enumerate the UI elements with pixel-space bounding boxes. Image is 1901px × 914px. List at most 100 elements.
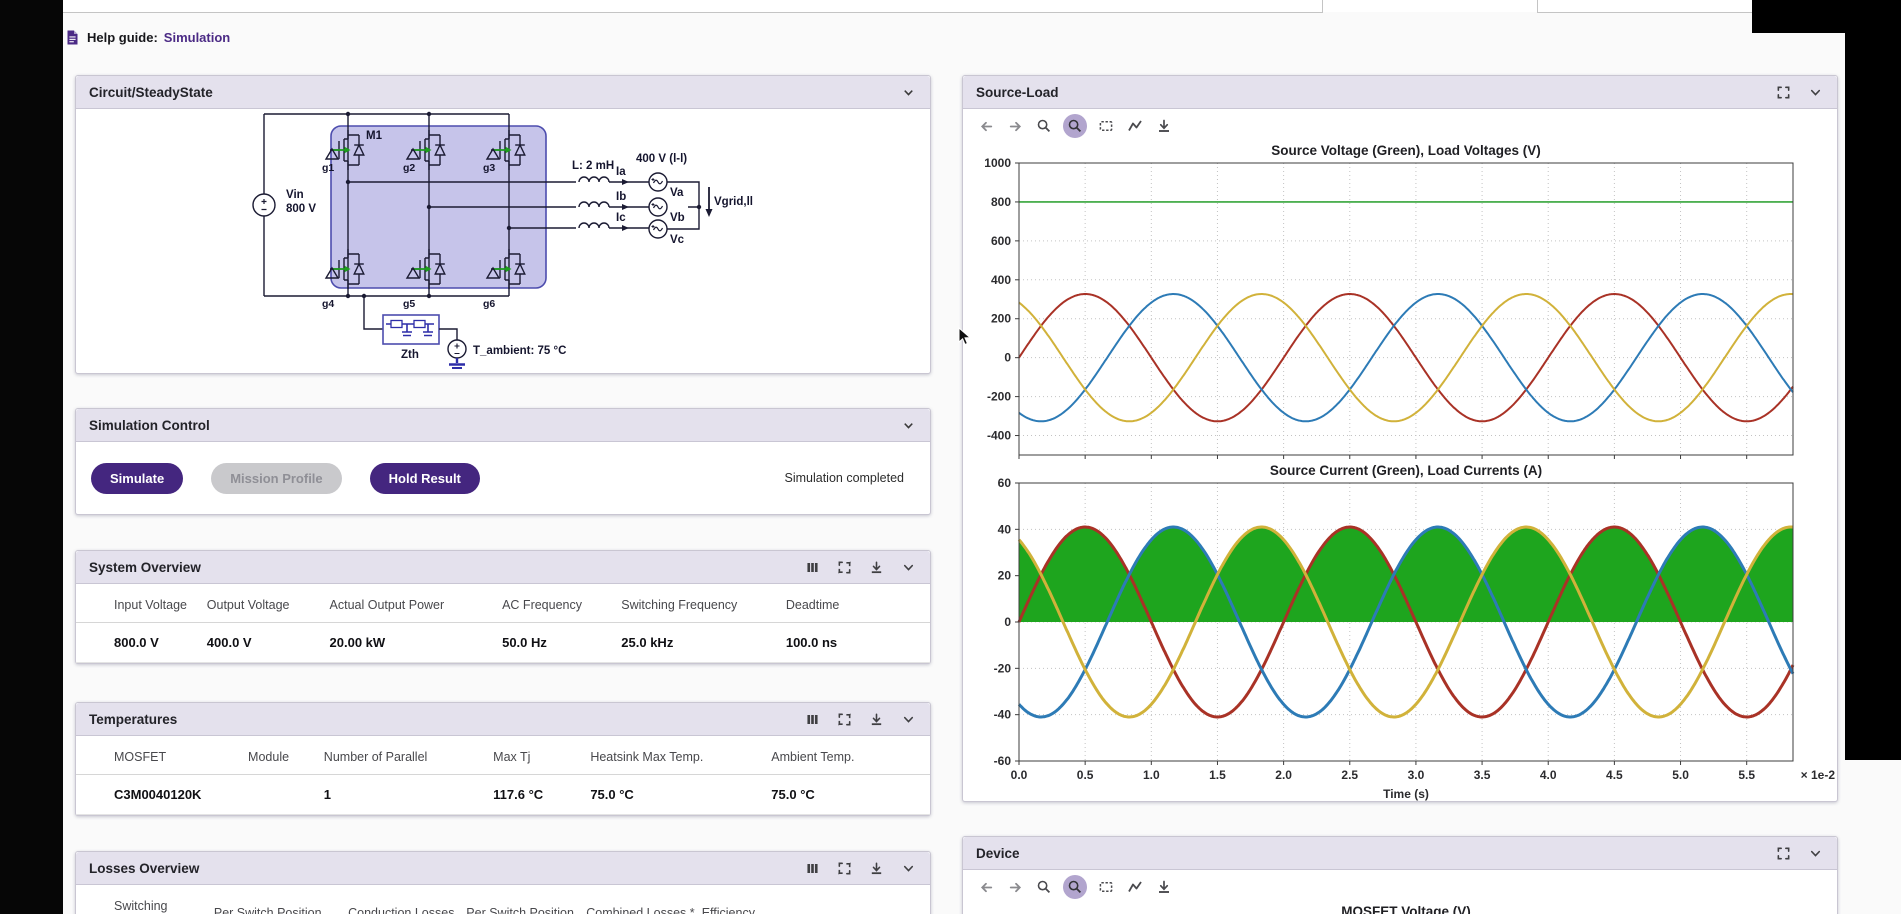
column-header: Per Switch Position <box>466 885 587 914</box>
line-tool-icon[interactable] <box>1125 877 1145 897</box>
temperatures-title: Temperatures <box>89 711 178 727</box>
line-tool-icon[interactable] <box>1125 116 1145 136</box>
panel-device: Device MOSFET Voltage (V)1000 <box>962 836 1838 914</box>
simulate-button[interactable]: Simulate <box>91 462 184 494</box>
simulation-control-body: Simulate Mission Profile Hold Result Sim… <box>76 442 930 514</box>
losses_overview-header[interactable]: Losses Overview <box>76 852 930 885</box>
forward-arrow-icon[interactable] <box>1005 116 1025 136</box>
svg-text:Ib: Ib <box>616 191 626 203</box>
table-cell: 800.0 V <box>76 622 207 663</box>
right-column: Source-Load Source Voltage (Green), Load… <box>962 75 1838 914</box>
mission-profile-button[interactable]: Mission Profile <box>211 462 342 494</box>
column-header: Combined Losses * <box>586 885 702 914</box>
top-strip-divider <box>1322 0 1323 13</box>
transpose-icon[interactable] <box>836 711 853 728</box>
svg-text:2.5: 2.5 <box>1341 768 1358 782</box>
svg-text:0.5: 0.5 <box>1077 768 1094 782</box>
column-header: AC Frequency <box>502 584 622 623</box>
svg-text:-200: -200 <box>987 390 1011 404</box>
column-header: Switching Frequency <box>621 584 786 623</box>
zoom-icon[interactable] <box>1034 116 1054 136</box>
system_overview-header[interactable]: System Overview <box>76 551 930 584</box>
svg-text:200: 200 <box>991 312 1011 326</box>
column-header: Input Voltage <box>76 584 207 623</box>
column-header: MOSFET <box>76 736 249 775</box>
svg-text:Source Voltage (Green), Load V: Source Voltage (Green), Load Voltages (V… <box>1271 143 1541 158</box>
column-header: Conduction Losses <box>348 885 467 914</box>
help-guide-label: Help guide: <box>87 30 158 45</box>
download-icon[interactable] <box>868 711 885 728</box>
svg-text:-60: -60 <box>994 754 1012 768</box>
svg-text:Ic: Ic <box>616 212 626 224</box>
svg-text:Vc: Vc <box>670 234 685 246</box>
column-header: Output Voltage <box>206 584 330 623</box>
screen-left-black-strip <box>0 0 63 914</box>
save-icon[interactable] <box>1154 116 1174 136</box>
box-select-icon[interactable] <box>1096 116 1116 136</box>
hold-result-button[interactable]: Hold Result <box>369 462 480 494</box>
table-cell: 50.0 Hz <box>502 622 622 663</box>
columns-icon[interactable] <box>804 860 821 877</box>
back-arrow-icon[interactable] <box>976 877 996 897</box>
svg-text:1.0: 1.0 <box>1143 768 1160 782</box>
download-icon[interactable] <box>868 559 885 576</box>
svg-text:-20: -20 <box>994 661 1012 675</box>
box-zoom-icon[interactable] <box>1063 114 1087 138</box>
zoom-icon[interactable] <box>1034 877 1054 897</box>
system_overview-table: Input Voltage Output Voltage Actual Output… <box>76 584 930 663</box>
table-cell: 117.6 °C <box>493 774 591 815</box>
expand-icon[interactable] <box>1775 845 1792 862</box>
simulation-control-header[interactable]: Simulation Control <box>76 409 930 442</box>
expand-icon[interactable] <box>1775 84 1792 101</box>
back-arrow-icon[interactable] <box>976 116 996 136</box>
chevron-down-icon[interactable] <box>900 711 917 728</box>
save-icon[interactable] <box>1154 877 1174 897</box>
chevron-down-icon[interactable] <box>900 559 917 576</box>
simulation-status: Simulation completed <box>784 471 904 485</box>
columns-icon[interactable] <box>804 711 821 728</box>
browser-top-strip <box>63 0 1901 12</box>
table-cell: 20.00 kW <box>329 622 503 663</box>
forward-arrow-icon[interactable] <box>1005 877 1025 897</box>
temperatures-header[interactable]: Temperatures <box>76 703 930 736</box>
column-header: Heatsink Max Temp. <box>590 736 772 775</box>
svg-text:Vgrid,ll: Vgrid,ll <box>714 196 753 208</box>
svg-text:L: 2 mH: L: 2 mH <box>572 160 614 172</box>
columns-icon[interactable] <box>804 559 821 576</box>
panel-temperatures: Temperatures MOSFET Module Number of Parall… <box>75 702 931 816</box>
mosfet-voltage-chart[interactable]: MOSFET Voltage (V)1000 <box>963 902 1837 914</box>
box-zoom-icon[interactable] <box>1063 875 1087 899</box>
chevron-down-icon[interactable] <box>1807 84 1824 101</box>
column-header: Efficiency <box>701 885 930 914</box>
table-cell: 75.0 °C <box>590 774 772 815</box>
help-guide-link[interactable]: Simulation <box>163 30 231 45</box>
column-header: Module <box>248 736 324 775</box>
box-select-icon[interactable] <box>1096 877 1116 897</box>
source-current-chart[interactable]: Source Current (Green), Load Currents (A… <box>963 461 1837 806</box>
top-strip-divider-2 <box>1537 0 1538 13</box>
svg-text:0: 0 <box>1004 351 1011 365</box>
svg-text:Ia: Ia <box>616 166 626 178</box>
table-cell: 400.0 V <box>206 622 330 663</box>
table-row: 800.0 V 400.0 V 20.00 kW 50.0 Hz 25.0 kHz 100… <box>76 622 930 663</box>
download-icon[interactable] <box>868 860 885 877</box>
simulation-control-title: Simulation Control <box>89 417 210 433</box>
table-cell: 25.0 kHz <box>621 622 786 663</box>
svg-text:4.5: 4.5 <box>1606 768 1623 782</box>
source-voltage-chart[interactable]: Source Voltage (Green), Load Voltages (V… <box>963 141 1837 461</box>
chevron-down-icon[interactable] <box>900 84 917 101</box>
chevron-down-icon[interactable] <box>900 860 917 877</box>
transpose-icon[interactable] <box>836 559 853 576</box>
column-header: Deadtime <box>785 584 930 623</box>
chevron-down-icon[interactable] <box>1807 845 1824 862</box>
source-load-header[interactable]: Source-Load <box>963 76 1837 109</box>
device-header[interactable]: Device <box>963 837 1837 870</box>
transpose-icon[interactable] <box>836 860 853 877</box>
svg-text:20: 20 <box>998 569 1012 583</box>
circuit-panel-header[interactable]: Circuit/SteadyState <box>76 76 930 109</box>
chevron-down-icon[interactable] <box>900 417 917 434</box>
svg-text:400: 400 <box>991 273 1011 287</box>
